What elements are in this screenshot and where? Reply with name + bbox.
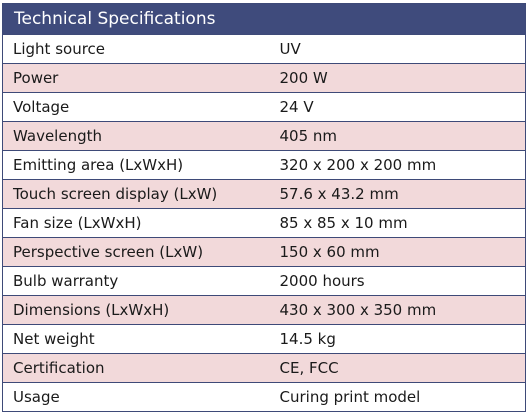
spec-row-bulb-warranty: Bulb warranty 2000 hours bbox=[2, 266, 526, 296]
spec-label: Wavelength bbox=[2, 121, 273, 151]
spec-value: UV bbox=[272, 34, 526, 64]
spec-label: Power bbox=[2, 63, 273, 93]
spec-label: Perspective screen (LxW) bbox=[2, 237, 273, 267]
spec-row-voltage: Voltage 24 V bbox=[2, 92, 526, 122]
spec-value: Curing print model bbox=[272, 382, 526, 412]
spec-value: 200 W bbox=[272, 63, 526, 93]
spec-value: 14.5 kg bbox=[272, 324, 526, 354]
spec-row-net-weight: Net weight 14.5 kg bbox=[2, 324, 526, 354]
spec-label: Net weight bbox=[2, 324, 273, 354]
spec-table-title: Technical Specifications bbox=[2, 3, 526, 35]
spec-label: Voltage bbox=[2, 92, 273, 122]
spec-row-touch-screen-display: Touch screen display (LxW) 57.6 x 43.2 m… bbox=[2, 179, 526, 209]
spec-row-usage: Usage Curing print model bbox=[2, 382, 526, 412]
spec-row-certification: Certification CE, FCC bbox=[2, 353, 526, 383]
spec-row-power: Power 200 W bbox=[2, 63, 526, 93]
spec-label: Fan size (LxWxH) bbox=[2, 208, 273, 238]
spec-value: 2000 hours bbox=[272, 266, 526, 296]
spec-row-fan-size: Fan size (LxWxH) 85 x 85 x 10 mm bbox=[2, 208, 526, 238]
spec-label: Dimensions (LxWxH) bbox=[2, 295, 273, 325]
spec-value: 150 x 60 mm bbox=[272, 237, 526, 267]
spec-label: Touch screen display (LxW) bbox=[2, 179, 273, 209]
spec-row-dimensions: Dimensions (LxWxH) 430 x 300 x 350 mm bbox=[2, 295, 526, 325]
spec-value: 24 V bbox=[272, 92, 526, 122]
spec-value: 430 x 300 x 350 mm bbox=[272, 295, 526, 325]
spec-value: 405 nm bbox=[272, 121, 526, 151]
spec-value: 320 x 200 x 200 mm bbox=[272, 150, 526, 180]
spec-row-light-source: Light source UV bbox=[2, 34, 526, 64]
spec-row-perspective-screen: Perspective screen (LxW) 150 x 60 mm bbox=[2, 237, 526, 267]
spec-label: Bulb warranty bbox=[2, 266, 273, 296]
spec-value: CE, FCC bbox=[272, 353, 526, 383]
spec-value: 57.6 x 43.2 mm bbox=[272, 179, 526, 209]
spec-row-emitting-area: Emitting area (LxWxH) 320 x 200 x 200 mm bbox=[2, 150, 526, 180]
spec-label: Light source bbox=[2, 34, 273, 64]
spec-table-header-row: Technical Specifications bbox=[2, 3, 526, 35]
spec-row-wavelength: Wavelength 405 nm bbox=[2, 121, 526, 151]
spec-label: Usage bbox=[2, 382, 273, 412]
spec-table: Technical Specifications Light source UV… bbox=[2, 3, 526, 412]
spec-label: Emitting area (LxWxH) bbox=[2, 150, 273, 180]
spec-label: Certification bbox=[2, 353, 273, 383]
spec-value: 85 x 85 x 10 mm bbox=[272, 208, 526, 238]
